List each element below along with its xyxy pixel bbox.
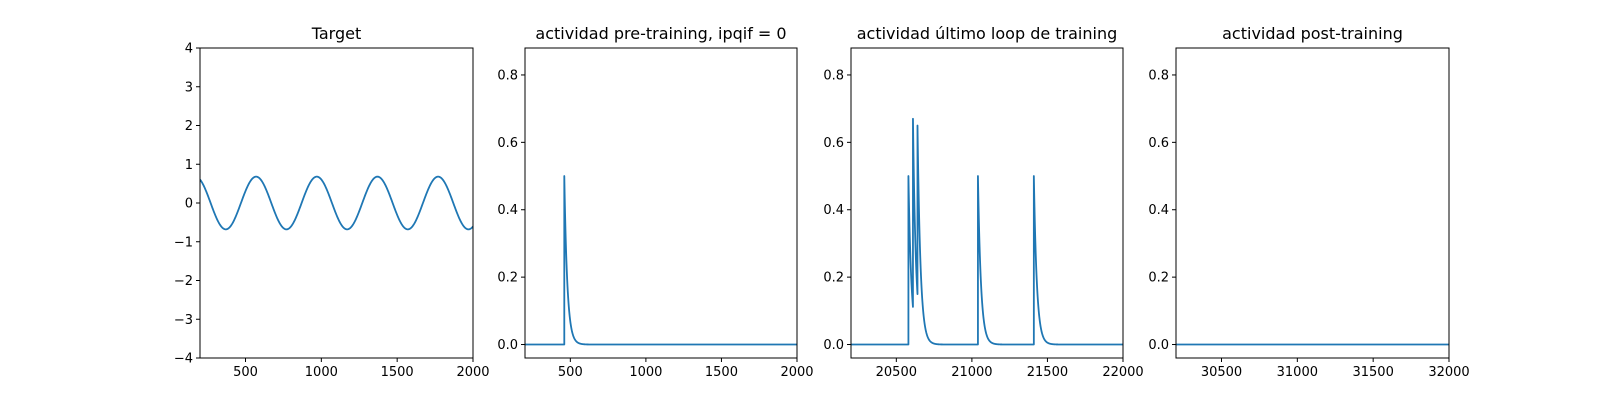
x-tick-label: 2000: [456, 365, 489, 380]
x-tick-label: 30500: [1201, 365, 1242, 380]
y-tick-label: −1: [174, 235, 193, 250]
x-tick-label: 32000: [1428, 365, 1469, 380]
y-tick-label: 0.2: [823, 271, 844, 286]
y-tick-label: −3: [174, 313, 193, 328]
panel-1: 500 1000 1500 2000 −4 −3 −2 −1 0 1 2 3 4 Target: [174, 24, 490, 380]
y-tick-label: 0: [185, 197, 193, 212]
x-tick-label: 500: [558, 365, 583, 380]
y-tick-label: 0.2: [1148, 271, 1169, 286]
y-tick-label: 0.4: [823, 203, 844, 218]
axes-frame: [524, 47, 798, 359]
y-tick-label: 0.2: [497, 271, 518, 286]
y-tick-label: 0.4: [497, 203, 518, 218]
series-line: [200, 175, 473, 231]
x-tick-label: 1000: [629, 365, 662, 380]
chart-title: Target: [311, 24, 362, 43]
y-tick-label: 0.8: [823, 68, 844, 83]
y-tick-label: 0.6: [823, 136, 844, 151]
y-tick-label: 0.8: [1148, 68, 1169, 83]
y-tick-label: 0.8: [497, 68, 518, 83]
axes-frame: [1175, 47, 1450, 359]
panel-2: 500 1000 1500 2000 0.0 0.2 0.4 0.6 0.8 actividad …: [497, 24, 813, 380]
x-tick-label: 21000: [951, 365, 992, 380]
y-tick-label: 0.0: [497, 338, 518, 353]
panel-3: 20500 21000 21500 22000 0.0 0.2 0.4 0.6 0.8 activ…: [823, 24, 1143, 380]
series-line: [525, 175, 797, 346]
x-tick-label: 22000: [1102, 365, 1143, 380]
x-tick-label: 21500: [1027, 365, 1068, 380]
x-tick-label: 31500: [1352, 365, 1393, 380]
x-tick-label: 31000: [1277, 365, 1318, 380]
y-tick-label: 4: [185, 42, 193, 57]
y-tick-label: 2: [185, 119, 193, 134]
x-tick-label: 20500: [876, 365, 917, 380]
y-tick-label: 0.4: [1148, 203, 1169, 218]
x-tick-label: 2000: [780, 365, 813, 380]
y-tick-label: 3: [185, 80, 193, 95]
y-tick-label: 0.6: [497, 136, 518, 151]
x-tick-label: 500: [233, 365, 258, 380]
panel-4: 30500 31000 31500 32000 0.0 0.2 0.4 0.6 0.8 activ…: [1148, 24, 1469, 380]
y-tick-label: 0.0: [823, 338, 844, 353]
chart-title: actividad pre-training, ipqif = 0: [535, 24, 786, 43]
chart-title: actividad último loop de training: [857, 24, 1118, 43]
y-tick-label: 0.0: [1148, 338, 1169, 353]
chart-title: actividad post-training: [1222, 24, 1403, 43]
x-tick-label: 1500: [705, 365, 738, 380]
y-tick-label: −4: [174, 352, 193, 367]
y-tick-label: −2: [174, 274, 193, 289]
y-tick-label: 0.6: [1148, 136, 1169, 151]
x-tick-label: 1000: [305, 365, 338, 380]
x-tick-label: 1500: [381, 365, 414, 380]
series-line: [851, 117, 1123, 346]
y-tick-label: 1: [185, 158, 193, 173]
axes-frame: [850, 47, 1124, 359]
